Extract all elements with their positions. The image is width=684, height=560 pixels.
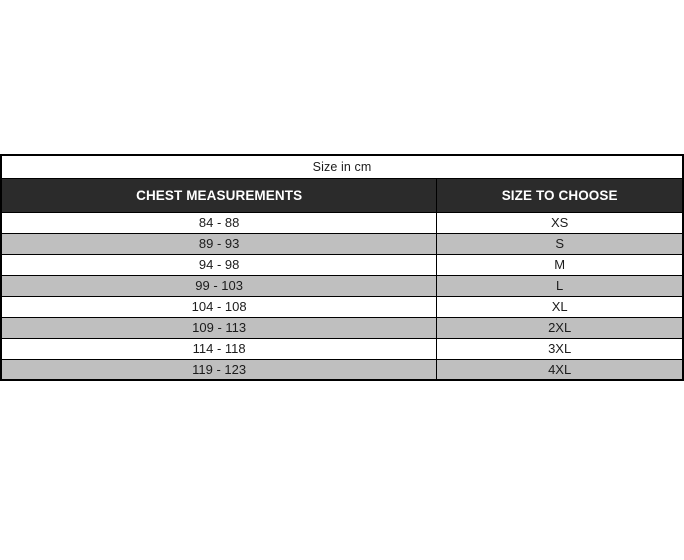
chest-range-cell: 89 - 93: [0, 232, 438, 255]
size-cell: 2XL: [436, 316, 684, 339]
column-header-size-to-choose: SIZE TO CHOOSE: [436, 177, 684, 213]
size-cell: M: [436, 253, 684, 276]
table-title-row: Size in cm: [0, 154, 684, 179]
table-row: 99 - 103 L: [0, 274, 684, 297]
table-row: 84 - 88 XS: [0, 211, 684, 234]
chest-range-cell: 109 - 113: [0, 316, 438, 339]
table-row: 89 - 93 S: [0, 232, 684, 255]
table-row: 114 - 118 3XL: [0, 337, 684, 360]
chest-range-cell: 114 - 118: [0, 337, 438, 360]
table-row: 109 - 113 2XL: [0, 316, 684, 339]
chest-range-cell: 99 - 103: [0, 274, 438, 297]
size-chart: Size in cm CHEST MEASUREMENTS SIZE TO CH…: [0, 154, 684, 381]
size-cell: 4XL: [436, 358, 684, 381]
table-title: Size in cm: [0, 154, 684, 179]
chest-range-cell: 84 - 88: [0, 211, 438, 234]
size-cell: S: [436, 232, 684, 255]
table-header-row: CHEST MEASUREMENTS SIZE TO CHOOSE: [0, 177, 684, 213]
table-row: 104 - 108 XL: [0, 295, 684, 318]
chest-range-cell: 104 - 108: [0, 295, 438, 318]
chest-range-cell: 119 - 123: [0, 358, 438, 381]
chest-range-cell: 94 - 98: [0, 253, 438, 276]
size-cell: XL: [436, 295, 684, 318]
size-cell: 3XL: [436, 337, 684, 360]
size-cell: L: [436, 274, 684, 297]
column-header-chest-measurements: CHEST MEASUREMENTS: [0, 177, 438, 213]
size-chart-table: Size in cm CHEST MEASUREMENTS SIZE TO CH…: [0, 154, 684, 381]
table-row: 94 - 98 M: [0, 253, 684, 276]
table-row: 119 - 123 4XL: [0, 358, 684, 381]
size-cell: XS: [436, 211, 684, 234]
